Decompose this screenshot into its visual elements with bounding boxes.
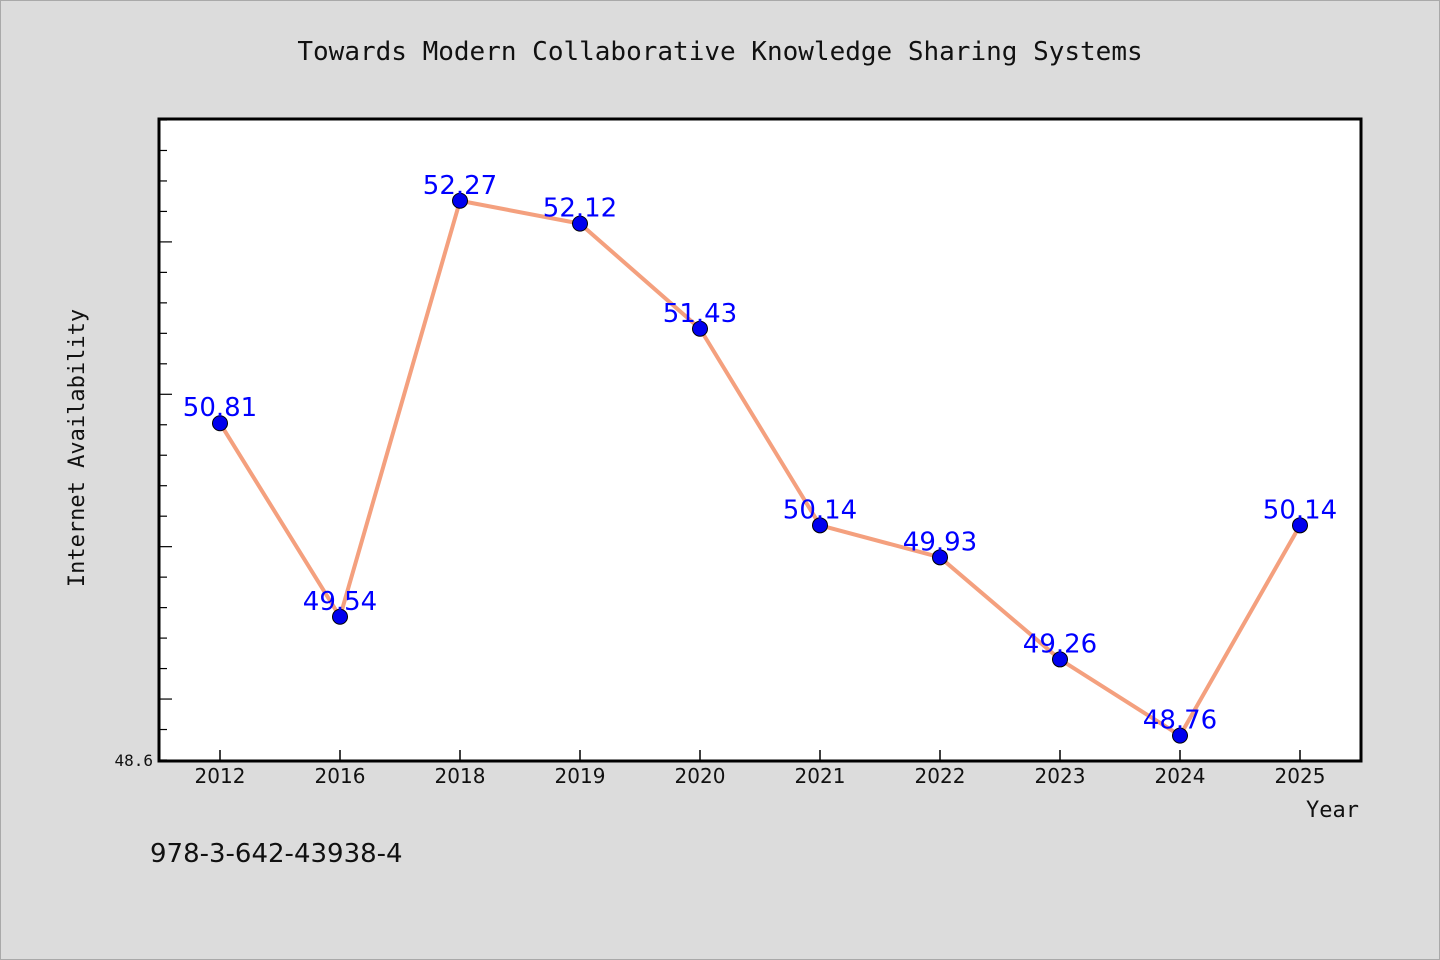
data-point: [1292, 517, 1308, 534]
x-tick-label: 2016: [315, 764, 366, 788]
data-point: [572, 215, 588, 232]
data-point: [1172, 727, 1188, 744]
x-tick-label: 2012: [195, 764, 246, 788]
data-point: [332, 608, 348, 625]
x-tick-label: 2022: [915, 764, 966, 788]
data-label: 51.43: [663, 299, 737, 329]
data-label: 49.26: [1023, 629, 1097, 659]
chart-title: Towards Modern Collaborative Knowledge S…: [297, 37, 1142, 67]
y-axis-min-label: 48.6: [114, 751, 153, 770]
data-point: [692, 320, 708, 337]
data-label: 49.54: [303, 587, 377, 617]
data-label: 52.12: [543, 194, 617, 224]
data-label: 48.76: [1143, 706, 1217, 736]
x-axis-ticks: 2012 2016 2018 2019 2020 2021 2022 2023 2024 2025: [195, 750, 1326, 788]
x-tick-label: 2025: [1275, 764, 1326, 788]
data-label: 50.14: [1263, 495, 1337, 525]
x-tick-label: 2020: [675, 764, 726, 788]
data-point: [932, 549, 948, 566]
isbn-label: 978-3-642-43938-4: [150, 839, 403, 869]
data-point: [452, 192, 468, 209]
y-axis-title: Internet Availability: [65, 309, 90, 587]
y-axis-ticks: [160, 119, 172, 761]
x-tick-label: 2019: [555, 764, 606, 788]
plot-area: [157, 117, 1363, 763]
x-axis-title: Year: [1306, 798, 1359, 823]
x-tick-label: 2023: [1035, 764, 1086, 788]
series-line: [218, 198, 1302, 738]
data-label: 50.81: [183, 393, 257, 423]
data-point: [812, 517, 828, 534]
data-point: [212, 415, 228, 432]
data-label: 50.14: [783, 495, 857, 525]
data-point: [1052, 651, 1068, 668]
data-label: 52.27: [423, 171, 497, 201]
data-label: 49.93: [903, 527, 977, 557]
x-tick-label: 2021: [795, 764, 846, 788]
x-tick-label: 2024: [1155, 764, 1206, 788]
x-tick-label: 2018: [435, 764, 486, 788]
series-group: 50.81 49.54 52.27 52.12 51.43 50.14 49.93 49.26…: [183, 171, 1337, 744]
